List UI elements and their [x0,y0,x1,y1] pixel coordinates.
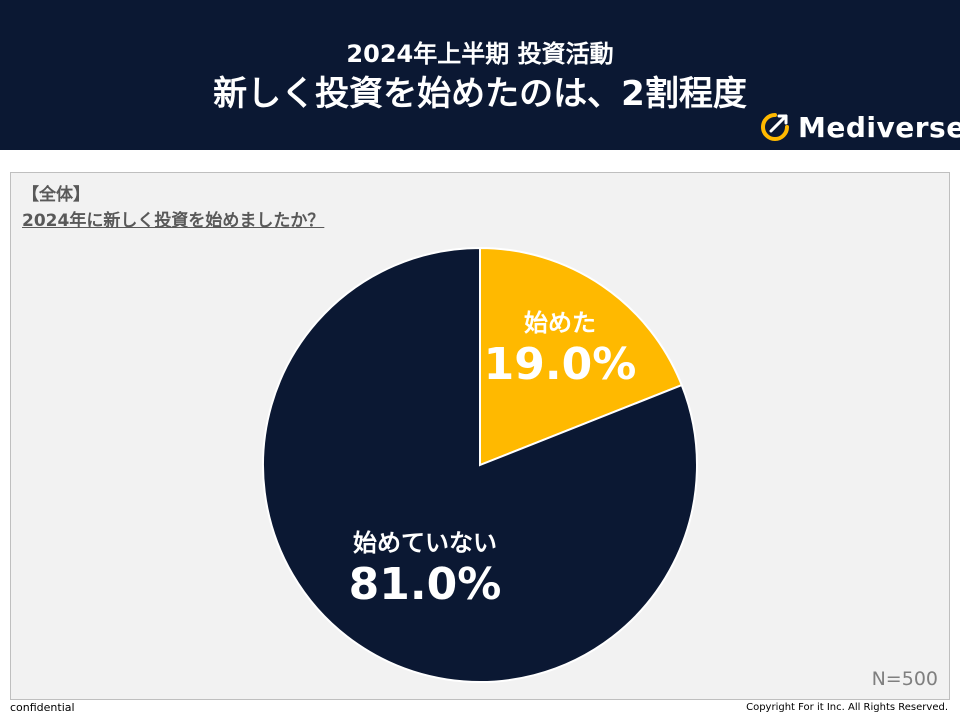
slice-category-started: 始めた [524,309,596,337]
mediverse-logo-icon [761,113,789,141]
pie-slice-not-started [262,246,698,683]
report-subtitle: 2024年上半期 投資活動 [346,40,614,68]
slice-label-not-started: 始めていない 81.0% [330,528,520,612]
sample-size: N=500 [871,668,938,690]
pie-slice-started [479,246,684,467]
header-banner: 2024年上半期 投資活動 新しく投資を始めたのは、2割程度 Mediverse [0,0,960,150]
segment-label: 【全体】 [22,185,90,205]
slice-value-started: 19.0% [483,339,637,390]
copyright: Copyright For it Inc. All Rights Reserve… [746,702,948,713]
slice-value-not-started: 81.0% [348,559,502,610]
slice-category-not-started: 始めていない [353,529,497,557]
page-title: 新しく投資を始めたのは、2割程度 [213,74,747,114]
confidential-note: confidential [10,701,75,714]
slice-label-started: 始めた 19.0% [470,308,650,392]
survey-question: 2024年に新しく投資を始めましたか？ [22,211,325,231]
pie-chart [262,246,698,683]
brand-logo: Mediverse [760,110,960,144]
brand-name: Mediverse [798,110,960,144]
